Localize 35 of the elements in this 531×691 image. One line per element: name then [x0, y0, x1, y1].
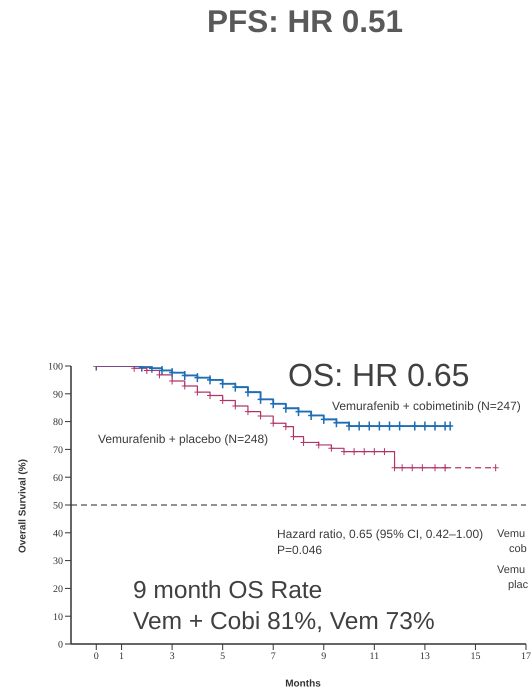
x-tick-label: 13 — [420, 651, 430, 662]
x-tick-label: 17 — [521, 651, 531, 662]
x-tick-label: 15 — [470, 651, 480, 662]
x-axis-title: Months — [285, 678, 321, 690]
x-tick-label: 7 — [270, 651, 276, 662]
x-tick-label: 3 — [170, 651, 175, 662]
y-tick-label: 50 — [53, 500, 63, 512]
y-tick-label: 10 — [53, 612, 63, 623]
chart-title: PFS: HR 0.51 — [207, 3, 404, 40]
y-tick-label: 90 — [53, 389, 63, 400]
y-tick-label: 80 — [53, 417, 63, 428]
y-axis-title: Overall Survival (%) — [17, 459, 29, 553]
annotation: P=0.046 — [277, 543, 322, 558]
annotation: Vemu — [497, 564, 526, 577]
annotation: Hazard ratio, 0.65 (95% CI, 0.42–1.00) — [277, 527, 484, 542]
series-label: Vemurafenib + placebo (N=248) — [98, 432, 268, 447]
x-tick-label: 11 — [370, 651, 380, 662]
y-tick-label: 60 — [53, 472, 63, 484]
y-tick-label: 0 — [58, 640, 63, 651]
annotation: 9 month OS Rate — [133, 577, 322, 606]
y-tick-label: 70 — [53, 444, 63, 456]
x-tick-label: 9 — [321, 651, 326, 662]
annotation: plac — [508, 579, 528, 592]
x-tick-label: 0 — [94, 651, 99, 662]
y-tick-label: 100 — [48, 362, 63, 373]
y-tick-label: 40 — [53, 528, 63, 540]
annotation: Vem + Cobi 81%, Vem 73% — [133, 608, 435, 636]
series-label: Vemurafenib + cobimetinib (N=247) — [332, 399, 521, 414]
x-tick-label: 1 — [119, 651, 124, 662]
annotation: cob — [509, 543, 527, 556]
annotation: OS: HR 0.65 — [288, 357, 470, 394]
x-tick-label: 5 — [220, 651, 226, 662]
y-tick-label: 30 — [53, 556, 63, 568]
annotation: Vemu — [497, 528, 526, 541]
y-tick-label: 20 — [53, 584, 63, 595]
